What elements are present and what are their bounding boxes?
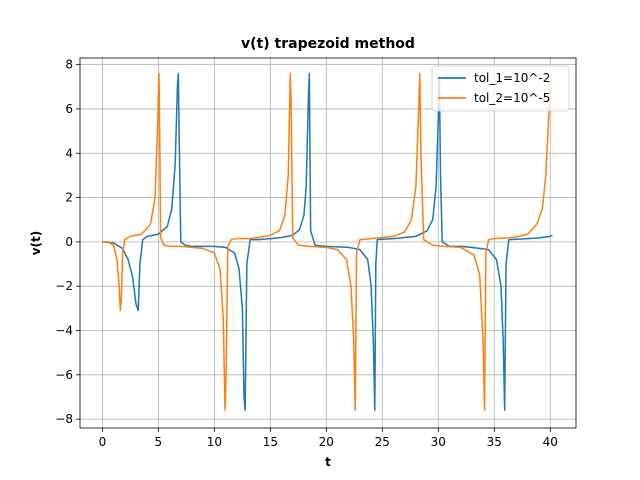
series-line-2 (102, 72, 552, 412)
plot-area (102, 72, 553, 412)
series-line-1 (102, 72, 553, 412)
legend-box (431, 65, 570, 112)
x-tick-label: 30 (431, 435, 446, 449)
y-tick-label: −4 (55, 324, 73, 338)
x-tick-label: 35 (487, 435, 502, 449)
y-tick-label: 2 (65, 191, 73, 205)
y-tick-label: 6 (65, 102, 73, 116)
ticks: 0 5 10 15 20 25 30 35 40 −8 −6 −4 −2 0 2 4 6 8 (55, 58, 558, 449)
x-tick-label: 25 (375, 435, 390, 449)
x-axis-label: t (325, 455, 331, 469)
series-lines (102, 72, 553, 412)
y-tick-label: 4 (65, 146, 73, 160)
legend-label-2: tol_2=10^-5 (474, 91, 550, 105)
x-tick-label: 15 (263, 435, 278, 449)
y-tick-label: 8 (65, 58, 73, 72)
x-tick-label: 0 (99, 435, 107, 449)
x-tick-label: 40 (543, 435, 558, 449)
y-tick-label: −8 (55, 412, 73, 426)
y-axis-label: v(t) (29, 231, 43, 256)
chart-title: v(t) trapezoid method (241, 36, 415, 52)
legend-label-1: tol_1=10^-2 (474, 71, 550, 85)
y-tick-label: −2 (55, 279, 73, 293)
y-tick-label: −6 (55, 368, 73, 382)
grid (80, 58, 576, 428)
x-tick-label: 10 (207, 435, 222, 449)
axes-frame (79, 57, 577, 429)
x-tick-label: 20 (319, 435, 334, 449)
x-tick-label: 5 (155, 435, 163, 449)
y-tick-label: 0 (65, 235, 73, 249)
legend: tol_1=10^-2 tol_2=10^-5 (431, 65, 570, 112)
